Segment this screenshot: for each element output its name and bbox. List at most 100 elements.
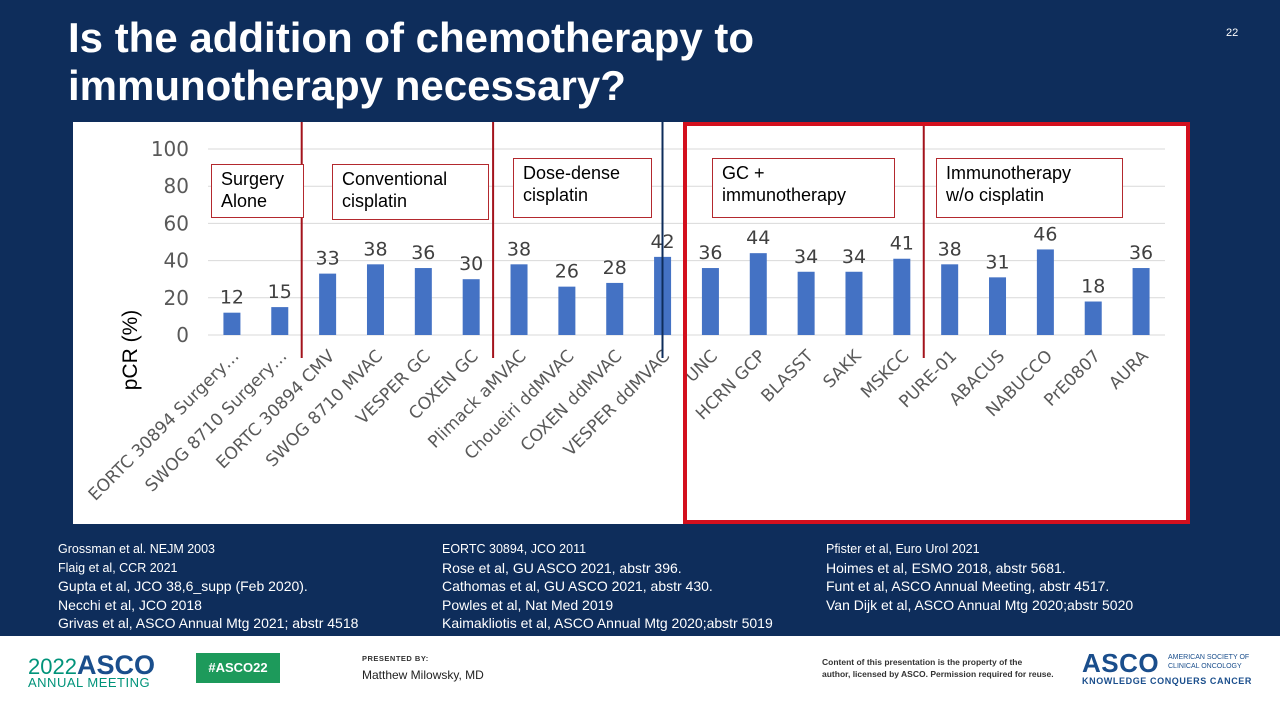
meeting-year: 2022 — [28, 654, 77, 679]
bar — [319, 273, 337, 335]
meeting-logo: 2022ASCO — [28, 650, 155, 681]
data-label: 38 — [363, 238, 387, 260]
copyright-notice: Content of this presentation is the prop… — [822, 656, 1054, 680]
y-tick-label: 80 — [164, 174, 189, 198]
group-label-gc-immunotherapy: GC + immunotherapy — [712, 158, 895, 218]
reference: Rose et al, GU ASCO 2021, abstr 396. — [442, 559, 682, 576]
presenter-name: Matthew Milowsky, MD — [362, 668, 484, 682]
references-column-2: EORTC 30894, JCO 2011 Rose et al, GU ASC… — [442, 540, 773, 633]
chart-area: 0 20 40 60 80 100 12 EORTC 30894 Surgery… 15 SWOG… — [73, 122, 1190, 524]
reference: Cathomas et al, GU ASCO 2021, abstr 430. — [442, 578, 713, 594]
annual-meeting-label: ANNUAL MEETING — [28, 675, 151, 690]
y-tick-label: 100 — [151, 137, 189, 161]
data-label: 31 — [985, 251, 1009, 273]
references-column-1: Grossman et al. NEJM 2003 Flaig et al, C… — [58, 540, 358, 633]
society-line: AMERICAN SOCIETY OF — [1168, 654, 1250, 661]
society-line: CLINICAL ONCOLOGY — [1168, 663, 1242, 670]
bar — [271, 307, 289, 335]
group-label-line: GC + — [722, 163, 765, 183]
data-label: 44 — [746, 227, 770, 249]
bar — [893, 258, 911, 335]
data-label: 38 — [507, 238, 531, 260]
bar — [558, 286, 576, 335]
data-label: 34 — [794, 246, 818, 268]
group-label-immunotherapy-without-cisplatin: Immunotherapy w/o cisplatin — [936, 158, 1123, 218]
group-label-line: Surgery — [221, 169, 285, 189]
reference: Van Dijk et al, ASCO Annual Mtg 2020;abs… — [826, 596, 1134, 613]
notice-line: Content of this presentation is the prop… — [822, 657, 1023, 667]
meeting-asco: ASCO — [76, 650, 155, 680]
references-column-3: Pfister et al, Euro Urol 2021 Hoimes et … — [826, 540, 1133, 614]
group-label-line: Conventional — [342, 169, 448, 189]
data-label: 34 — [842, 246, 866, 268]
reference: Powles et al, Nat Med 2019 — [442, 596, 614, 613]
society-name: AMERICAN SOCIETY OF CLINICAL ONCOLOGY — [1168, 653, 1258, 671]
y-tick-label: 60 — [164, 211, 189, 235]
x-tick-label: AURA — [1105, 346, 1153, 394]
data-label: 36 — [411, 242, 435, 264]
reference: Kaimakliotis et al, ASCO Annual Mtg 2020… — [442, 615, 773, 631]
group-label-line: Alone — [221, 191, 268, 211]
bar — [1084, 301, 1102, 335]
data-label: 41 — [890, 233, 914, 255]
bar — [510, 264, 528, 335]
bar — [414, 268, 432, 335]
bar — [845, 271, 863, 335]
asco-tagline: KNOWLEDGE CONQUERS CANCER — [1082, 676, 1253, 686]
asco-logo: ASCO — [1082, 648, 1160, 678]
reference: Flaig et al, CCR 2021 — [58, 560, 178, 575]
data-label: 26 — [555, 261, 579, 283]
bar — [606, 282, 624, 335]
title-line-2: immunotherapy necessary? — [68, 62, 626, 109]
slide-title: Is the addition of chemotherapy to immun… — [68, 14, 1168, 110]
bar — [366, 264, 384, 335]
data-label: 46 — [1033, 223, 1057, 245]
bar — [462, 279, 480, 335]
y-tick-label: 20 — [164, 286, 189, 310]
y-tick-label: 40 — [164, 249, 189, 273]
data-label: 30 — [459, 253, 483, 275]
data-label: 18 — [1081, 276, 1105, 298]
bar — [989, 277, 1007, 335]
group-label-line: Dose-dense — [523, 163, 621, 183]
data-label: 28 — [603, 257, 627, 279]
data-label: 38 — [938, 238, 962, 260]
group-label-conventional-cisplatin: Conventional cisplatin — [332, 164, 489, 220]
data-label: 36 — [698, 242, 722, 264]
reference: Grossman et al. NEJM 2003 — [58, 542, 216, 556]
group-label-surgery-alone: Surgery Alone — [211, 164, 304, 218]
data-label: 15 — [268, 281, 292, 303]
bar — [941, 264, 959, 335]
title-line-1: Is the addition of chemotherapy to — [68, 14, 755, 61]
reference: Grivas et al, ASCO Annual Mtg 2021; abst… — [58, 615, 359, 631]
data-label: 12 — [220, 287, 244, 309]
y-axis-label: pCR (%) — [119, 309, 142, 391]
y-tick-label: 0 — [176, 323, 189, 347]
group-label-line: w/o cisplatin — [946, 185, 1045, 205]
reference: EORTC 30894, JCO 2011 — [442, 542, 587, 556]
bar — [749, 253, 767, 335]
bar — [1036, 249, 1054, 335]
presented-by-label: PRESENTED BY: — [362, 654, 429, 663]
group-label-line: immunotherapy — [722, 185, 847, 205]
data-label: 36 — [1129, 242, 1153, 264]
x-tick-label: UNC — [682, 346, 722, 386]
data-label: 33 — [316, 248, 340, 270]
group-label-line: cisplatin — [523, 185, 589, 205]
reference: Funt et al, ASCO Annual Meeting, abstr 4… — [826, 578, 1110, 594]
group-label-dose-dense-cisplatin: Dose-dense cisplatin — [513, 158, 652, 218]
reference: Necchi et al, JCO 2018 — [58, 596, 202, 613]
group-label-line: cisplatin — [342, 191, 408, 211]
group-label-line: Immunotherapy — [946, 163, 1072, 183]
bar — [701, 268, 719, 335]
slide-number: 22 — [1226, 27, 1239, 39]
bar — [223, 312, 241, 335]
bar — [797, 271, 815, 335]
x-tick-label: BLASST — [757, 346, 818, 407]
reference: Pfister et al, Euro Urol 2021 — [826, 542, 980, 556]
notice-line: author, licensed by ASCO. Permission req… — [822, 669, 1054, 679]
reference: Gupta et al, JCO 38,6_supp (Feb 2020). — [58, 578, 308, 594]
hashtag-badge: #ASCO22 — [196, 653, 280, 683]
reference: Hoimes et al, ESMO 2018, abstr 5681. — [826, 559, 1066, 576]
